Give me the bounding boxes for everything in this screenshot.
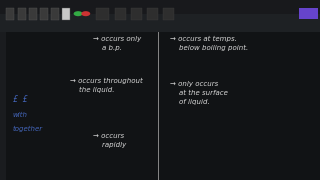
Bar (40, 8, 48, 20)
Text: → occurs at temps.
    below boiling point.: → occurs at temps. below boiling point. (170, 36, 248, 51)
Text: together: together (13, 126, 43, 132)
Bar (115, 8, 126, 20)
Text: → occurs
    rapidly: → occurs rapidly (93, 133, 126, 148)
Circle shape (81, 11, 90, 16)
Bar (96, 8, 109, 20)
Bar (18, 8, 26, 20)
Text: with: with (13, 112, 28, 118)
Text: → occurs throughout
    the liquid.: → occurs throughout the liquid. (70, 77, 143, 93)
Bar (131, 8, 142, 20)
Bar (6, 8, 14, 20)
Circle shape (74, 11, 83, 16)
Bar (51, 8, 59, 20)
Text: → occurs only
    a b.p.: → occurs only a b.p. (93, 36, 141, 51)
Bar (163, 8, 174, 20)
Text: £  £: £ £ (13, 95, 27, 104)
Bar (62, 8, 70, 20)
Bar (147, 8, 158, 20)
Bar (299, 8, 318, 19)
Bar (0, 31, 6, 180)
Bar (29, 8, 37, 20)
Text: → only occurs
    at the surface
    of liquid.: → only occurs at the surface of liquid. (170, 81, 228, 105)
Bar (0, 0, 320, 14)
Bar (0, 14, 320, 32)
